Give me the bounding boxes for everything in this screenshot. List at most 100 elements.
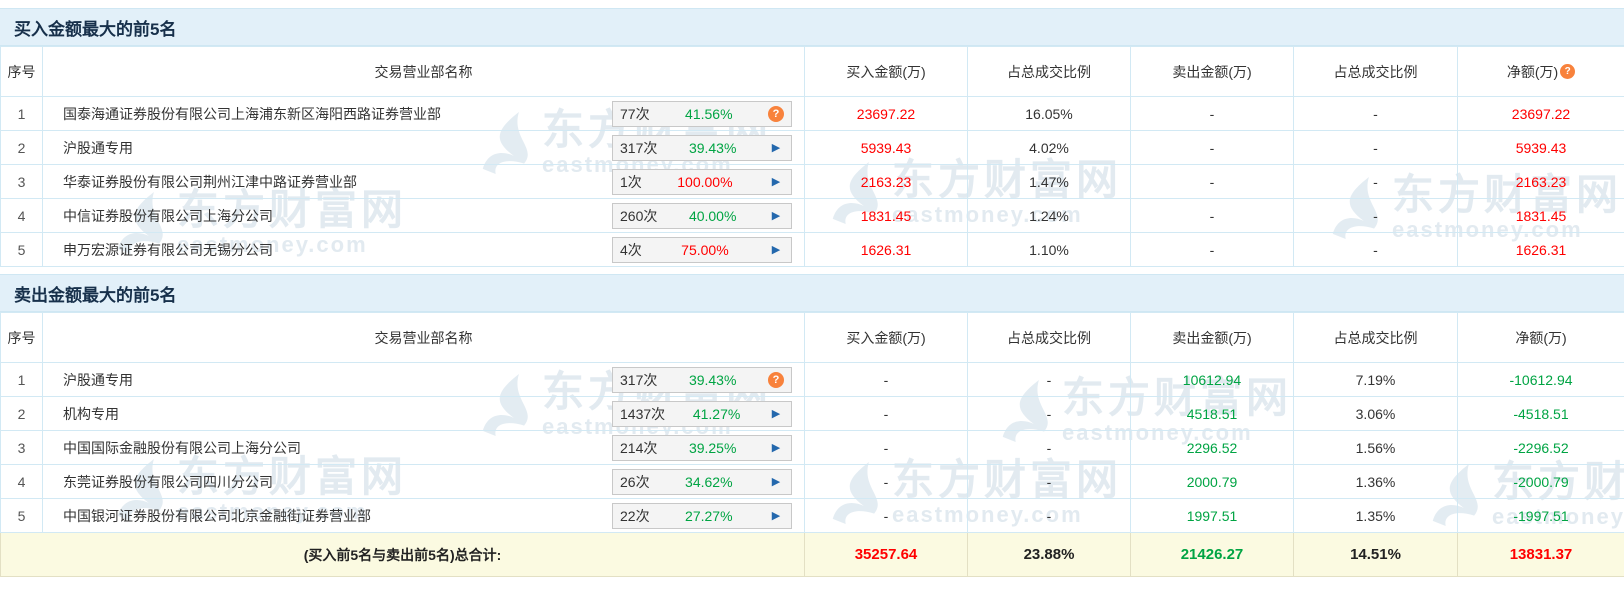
col-header-sell-ratio: 占总成交比例 bbox=[1294, 313, 1458, 363]
seat-name[interactable]: 华泰证券股份有限公司荆州江津中路证券营业部 bbox=[63, 174, 357, 190]
expand-arrow-icon[interactable]: ▶ bbox=[768, 209, 784, 222]
sell-amount-cell: - bbox=[1131, 97, 1294, 131]
buy-section-title: 买入金额最大的前5名 bbox=[14, 15, 176, 40]
col-header-buy-amount: 买入金额(万) bbox=[805, 47, 968, 97]
seat-name[interactable]: 中信证券股份有限公司上海分公司 bbox=[63, 208, 273, 224]
seat-stats-badge[interactable]: 4次 75.00% ▶ bbox=[612, 237, 792, 263]
row-index: 5 bbox=[1, 499, 43, 533]
buy-top5-table: 序号 交易营业部名称 买入金额(万) 占总成交比例 卖出金额(万) 占总成交比例… bbox=[0, 46, 1624, 267]
col-header-buy-ratio: 占总成交比例 bbox=[968, 313, 1131, 363]
expand-arrow-icon[interactable]: ▶ bbox=[768, 141, 784, 154]
sell-amount-cell: 2296.52 bbox=[1131, 431, 1294, 465]
help-icon[interactable]: ? bbox=[1560, 64, 1575, 79]
net-amount-cell: -1997.51 bbox=[1458, 499, 1624, 533]
buy-amount-cell: 2163.23 bbox=[805, 165, 968, 199]
seat-name[interactable]: 申万宏源证券有限公司无锡分公司 bbox=[63, 242, 273, 258]
help-icon[interactable]: ? bbox=[768, 106, 784, 122]
table-row: 3 中国国际金融股份有限公司上海分公司 214次 39.25% ▶ - - 22… bbox=[1, 431, 1624, 465]
row-index: 3 bbox=[1, 431, 43, 465]
seat-name[interactable]: 中国银河证券股份有限公司北京金融街证券营业部 bbox=[63, 508, 371, 524]
buy-amount-cell: 23697.22 bbox=[805, 97, 968, 131]
seat-name[interactable]: 机构专用 bbox=[63, 406, 119, 422]
sell-amount-cell: - bbox=[1131, 165, 1294, 199]
buy-ratio-cell: - bbox=[968, 499, 1131, 533]
seat-name-cell: 机构专用 1437次 41.27% ▶ bbox=[43, 397, 805, 431]
sell-ratio-cell: 3.06% bbox=[1294, 397, 1458, 431]
seat-stats-badge[interactable]: 77次 41.56% ? bbox=[612, 101, 792, 127]
appearance-count: 26次 bbox=[620, 472, 650, 492]
seat-name-cell: 沪股通专用 317次 39.43% ▶ bbox=[43, 131, 805, 165]
win-rate: 39.43% bbox=[689, 372, 736, 388]
buy-ratio-cell: 1.24% bbox=[968, 199, 1131, 233]
expand-arrow-icon[interactable]: ▶ bbox=[768, 475, 784, 488]
win-rate: 41.56% bbox=[685, 106, 732, 122]
sell-amount-cell: - bbox=[1131, 131, 1294, 165]
buy-ratio-cell: 1.47% bbox=[968, 165, 1131, 199]
buy-amount-cell: - bbox=[805, 397, 968, 431]
appearance-count: 22次 bbox=[620, 506, 650, 526]
win-rate: 100.00% bbox=[677, 174, 732, 190]
seat-stats-badge[interactable]: 1437次 41.27% ▶ bbox=[612, 401, 792, 427]
row-index: 2 bbox=[1, 397, 43, 431]
seat-name[interactable]: 沪股通专用 bbox=[63, 372, 133, 388]
appearance-count: 260次 bbox=[620, 206, 657, 226]
seat-stats-badge[interactable]: 317次 39.43% ? bbox=[612, 367, 792, 393]
summary-net-total: 13831.37 bbox=[1458, 533, 1624, 577]
buy-amount-cell: - bbox=[805, 431, 968, 465]
seat-name[interactable]: 国泰海通证券股份有限公司上海浦东新区海阳西路证券营业部 bbox=[63, 106, 441, 122]
seat-stats-badge[interactable]: 22次 27.27% ▶ bbox=[612, 503, 792, 529]
row-index: 5 bbox=[1, 233, 43, 267]
seat-stats-badge[interactable]: 26次 34.62% ▶ bbox=[612, 469, 792, 495]
seat-name-cell: 华泰证券股份有限公司荆州江津中路证券营业部 1次 100.00% ▶ bbox=[43, 165, 805, 199]
expand-arrow-icon[interactable]: ▶ bbox=[768, 407, 784, 420]
net-amount-cell: 2163.23 bbox=[1458, 165, 1624, 199]
seat-name-cell: 中国银河证券股份有限公司北京金融街证券营业部 22次 27.27% ▶ bbox=[43, 499, 805, 533]
seat-stats-badge[interactable]: 317次 39.43% ▶ bbox=[612, 135, 792, 161]
col-header-sell-ratio: 占总成交比例 bbox=[1294, 47, 1458, 97]
net-amount-cell: -4518.51 bbox=[1458, 397, 1624, 431]
sell-table-header-row: 序号 交易营业部名称 买入金额(万) 占总成交比例 卖出金额(万) 占总成交比例… bbox=[1, 313, 1624, 363]
table-row: 4 东莞证券股份有限公司四川分公司 26次 34.62% ▶ - - 2000.… bbox=[1, 465, 1624, 499]
col-header-sell-amount: 卖出金额(万) bbox=[1131, 47, 1294, 97]
col-header-index: 序号 bbox=[1, 313, 43, 363]
buy-amount-cell: 1626.31 bbox=[805, 233, 968, 267]
summary-label: (买入前5名与卖出前5名)总合计: bbox=[1, 533, 805, 577]
win-rate: 75.00% bbox=[681, 242, 728, 258]
seat-stats-badge[interactable]: 1次 100.00% ▶ bbox=[612, 169, 792, 195]
appearance-count: 1次 bbox=[620, 172, 642, 192]
sell-ratio-cell: - bbox=[1294, 131, 1458, 165]
col-header-seat-name: 交易营业部名称 bbox=[43, 47, 805, 97]
appearance-count: 1437次 bbox=[620, 404, 665, 424]
sell-amount-cell: 1997.51 bbox=[1131, 499, 1294, 533]
summary-sell-total: 21426.27 bbox=[1131, 533, 1294, 577]
net-amount-cell: -10612.94 bbox=[1458, 363, 1624, 397]
win-rate: 39.25% bbox=[689, 440, 736, 456]
seat-name[interactable]: 沪股通专用 bbox=[63, 140, 133, 156]
table-row: 4 中信证券股份有限公司上海分公司 260次 40.00% ▶ 1831.45 … bbox=[1, 199, 1624, 233]
seat-stats-badge[interactable]: 260次 40.00% ▶ bbox=[612, 203, 792, 229]
expand-arrow-icon[interactable]: ▶ bbox=[768, 243, 784, 256]
col-header-buy-amount: 买入金额(万) bbox=[805, 313, 968, 363]
row-index: 1 bbox=[1, 363, 43, 397]
buy-section-title-bar: 买入金额最大的前5名 bbox=[0, 8, 1624, 46]
seat-name-cell: 国泰海通证券股份有限公司上海浦东新区海阳西路证券营业部 77次 41.56% ? bbox=[43, 97, 805, 131]
buy-table-header-row: 序号 交易营业部名称 买入金额(万) 占总成交比例 卖出金额(万) 占总成交比例… bbox=[1, 47, 1624, 97]
sell-ratio-cell: - bbox=[1294, 165, 1458, 199]
expand-arrow-icon[interactable]: ▶ bbox=[768, 509, 784, 522]
buy-ratio-cell: 16.05% bbox=[968, 97, 1131, 131]
appearance-count: 214次 bbox=[620, 438, 657, 458]
expand-arrow-icon[interactable]: ▶ bbox=[768, 441, 784, 454]
seat-name[interactable]: 东莞证券股份有限公司四川分公司 bbox=[63, 474, 273, 490]
col-header-seat-name: 交易营业部名称 bbox=[43, 313, 805, 363]
buy-ratio-cell: - bbox=[968, 363, 1131, 397]
sell-amount-cell: - bbox=[1131, 233, 1294, 267]
sell-ratio-cell: - bbox=[1294, 97, 1458, 131]
table-row: 2 沪股通专用 317次 39.43% ▶ 5939.43 4.02% - - … bbox=[1, 131, 1624, 165]
help-icon[interactable]: ? bbox=[768, 372, 784, 388]
sell-ratio-cell: - bbox=[1294, 233, 1458, 267]
seat-name[interactable]: 中国国际金融股份有限公司上海分公司 bbox=[63, 440, 301, 456]
expand-arrow-icon[interactable]: ▶ bbox=[768, 175, 784, 188]
net-amount-cell: -2000.79 bbox=[1458, 465, 1624, 499]
seat-stats-badge[interactable]: 214次 39.25% ▶ bbox=[612, 435, 792, 461]
